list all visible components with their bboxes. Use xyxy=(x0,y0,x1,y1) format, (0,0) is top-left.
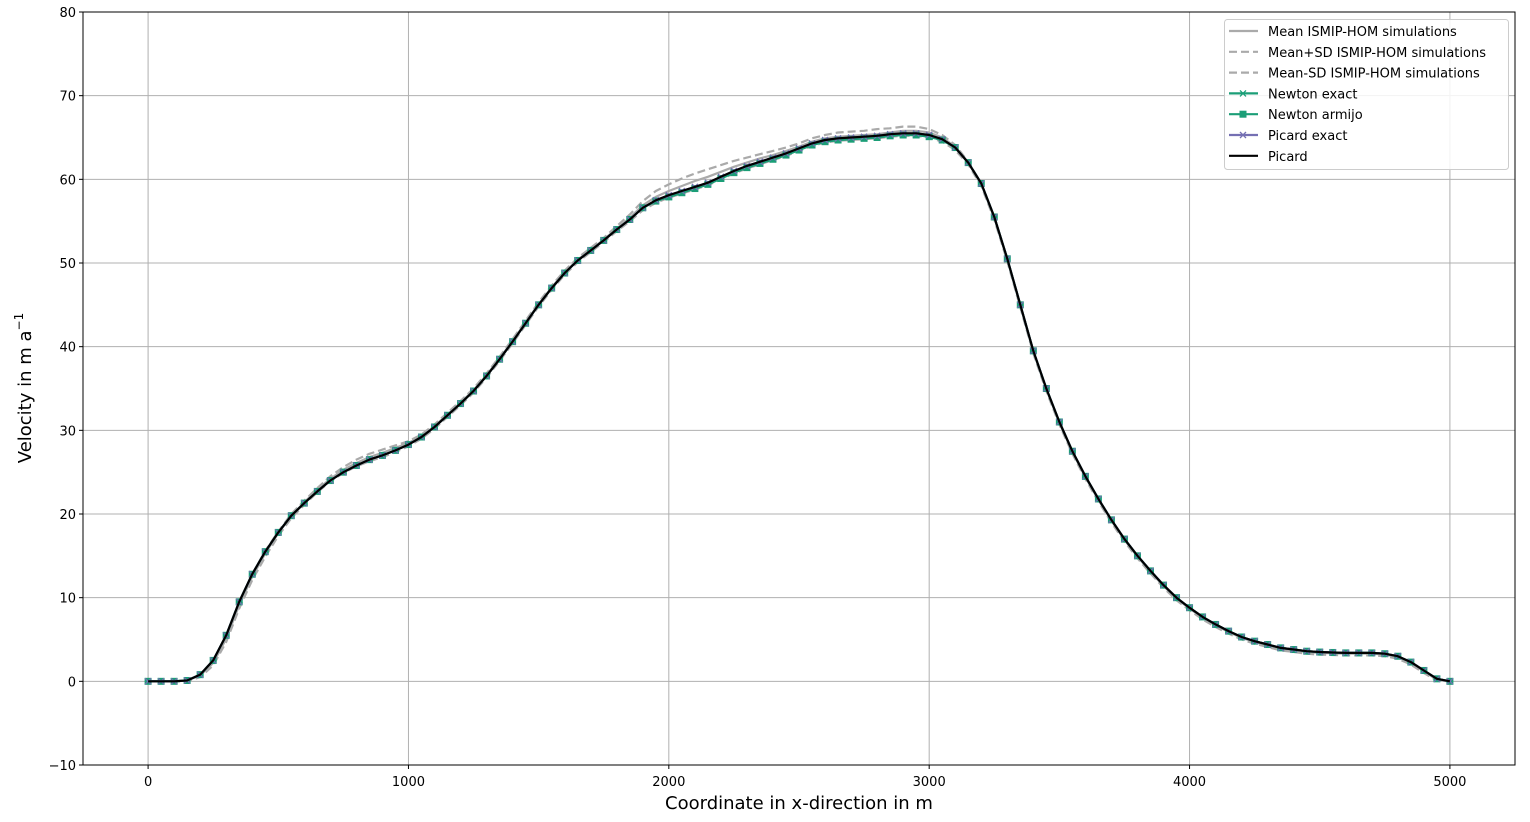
y-tick-label: 40 xyxy=(59,341,76,356)
plot-frame xyxy=(82,11,1516,766)
legend-label: Newton exact xyxy=(1268,87,1357,102)
y-tick-label: 50 xyxy=(59,257,76,272)
data-point xyxy=(886,132,894,140)
data-point xyxy=(743,164,751,172)
series-line xyxy=(148,133,1451,683)
data-point xyxy=(847,135,855,143)
y-axis-label: Velocity in m a−1 xyxy=(12,313,36,463)
y-tick-label: 20 xyxy=(59,508,76,523)
data-point xyxy=(678,189,686,197)
y-tick-label: 80 xyxy=(59,6,76,21)
series-line xyxy=(148,132,1451,683)
data-point xyxy=(665,193,673,201)
y-tick-label: 0 xyxy=(68,675,76,690)
y-tick-label: 70 xyxy=(59,90,76,105)
y-axis-label-superscript: −1 xyxy=(12,313,26,331)
legend-marker xyxy=(1239,110,1247,118)
data-point xyxy=(756,159,764,167)
x-axis-label: Coordinate in x-direction in m xyxy=(665,793,933,814)
legend-box xyxy=(1224,19,1509,170)
data-point xyxy=(769,155,777,163)
series-picard xyxy=(148,132,1451,683)
data-point xyxy=(730,169,738,177)
data-point xyxy=(860,134,868,142)
x-tick-label: 5000 xyxy=(1433,775,1466,790)
series-mean-ismip-hom-simulations xyxy=(148,129,1451,683)
x-tick-label: 3000 xyxy=(913,775,946,790)
data-point xyxy=(808,141,816,149)
legend-label: Mean-SD ISMIP-HOM simulations xyxy=(1268,67,1480,82)
legend-marker xyxy=(1239,131,1247,139)
data-point xyxy=(782,151,790,159)
legend-label: Picard exact xyxy=(1268,129,1347,144)
series-line xyxy=(148,133,1451,683)
legend-label: Picard xyxy=(1268,150,1308,165)
series-newton-armijo xyxy=(144,131,1454,685)
x-tick-label: 4000 xyxy=(1173,775,1206,790)
ticks: 0 1000 2000 3000 4000 5000 −10 0 10 20 30 40 50 60 70 8… xyxy=(49,6,1467,790)
data-point xyxy=(925,133,933,141)
y-tick-label: −10 xyxy=(49,759,76,774)
data-point xyxy=(691,185,699,193)
legend: Mean ISMIP-HOM simulations Mean+SD ISMIP-… xyxy=(1224,19,1509,170)
series-line xyxy=(148,129,1451,683)
data-point xyxy=(795,146,803,154)
series-line xyxy=(148,134,1450,683)
data-point xyxy=(873,134,881,141)
legend-label: Mean+SD ISMIP-HOM simulations xyxy=(1268,46,1486,61)
series-mean-sd-ismip-hom-simulations xyxy=(148,134,1450,683)
data-point xyxy=(1446,677,1454,685)
series-layer xyxy=(144,125,1454,685)
data-point xyxy=(834,136,842,144)
y-tick-label: 60 xyxy=(59,173,76,188)
series-line xyxy=(148,132,1451,683)
legend-label: Mean ISMIP-HOM simulations xyxy=(1268,25,1457,40)
series-newton-exact xyxy=(144,131,1454,685)
data-point xyxy=(899,131,907,139)
x-tick-label: 2000 xyxy=(652,775,685,790)
series-picard-exact xyxy=(144,129,1454,685)
legend-marker xyxy=(1239,89,1247,97)
data-point xyxy=(912,131,920,139)
data-point xyxy=(144,677,152,685)
x-tick-label: 1000 xyxy=(392,775,425,790)
y-tick-label: 30 xyxy=(59,424,76,439)
x-tick-label: 0 xyxy=(144,775,152,790)
legend-label: Newton armijo xyxy=(1268,108,1363,123)
data-point xyxy=(704,180,712,188)
data-point xyxy=(717,174,725,182)
y-tick-label: 10 xyxy=(59,592,76,607)
data-point xyxy=(821,138,829,146)
